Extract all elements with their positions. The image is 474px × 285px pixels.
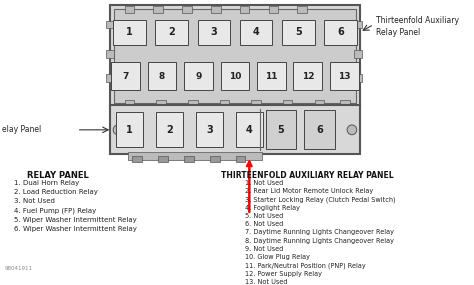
Text: 2: 2: [168, 27, 175, 37]
Bar: [156, 99, 166, 106]
Bar: [182, 6, 192, 13]
Bar: [116, 112, 143, 147]
Text: 2: 2: [166, 125, 173, 135]
Bar: [107, 21, 114, 28]
Text: 6. Not Used: 6. Not Used: [245, 221, 283, 227]
Bar: [188, 99, 198, 106]
Bar: [128, 152, 262, 160]
Text: 5. Wiper Washer Intermittent Relay: 5. Wiper Washer Intermittent Relay: [14, 217, 137, 223]
Text: 2. Load Reduction Relay: 2. Load Reduction Relay: [14, 189, 98, 195]
Text: 10: 10: [229, 72, 241, 81]
Text: 1: 1: [126, 27, 133, 37]
Bar: [330, 62, 359, 90]
Bar: [282, 20, 315, 45]
Bar: [154, 6, 163, 13]
Circle shape: [347, 125, 357, 135]
Text: THIRTEENFOLD AUXILIARY RELAY PANEL: THIRTEENFOLD AUXILIARY RELAY PANEL: [220, 171, 393, 180]
Bar: [111, 62, 140, 90]
Bar: [113, 20, 146, 45]
Bar: [219, 99, 229, 106]
Bar: [184, 156, 194, 162]
Bar: [198, 20, 230, 45]
Text: 10. Glow Plug Relay: 10. Glow Plug Relay: [245, 254, 310, 260]
Text: 8: 8: [159, 72, 165, 81]
Bar: [132, 156, 142, 162]
Bar: [110, 5, 360, 107]
Text: 98041911: 98041911: [5, 266, 33, 271]
Bar: [293, 62, 322, 90]
Text: 11. Park/Neutral Position (PNP) Relay: 11. Park/Neutral Position (PNP) Relay: [245, 262, 365, 269]
Text: 12. Power Supply Relay: 12. Power Supply Relay: [245, 271, 321, 277]
Bar: [210, 156, 219, 162]
Bar: [354, 21, 362, 28]
Bar: [304, 110, 335, 149]
Text: 9. Not Used: 9. Not Used: [245, 246, 283, 252]
Text: 5: 5: [295, 27, 301, 37]
Bar: [220, 62, 249, 90]
Text: 13: 13: [338, 72, 350, 81]
Circle shape: [113, 125, 123, 135]
Text: 5: 5: [278, 125, 284, 135]
Bar: [354, 74, 362, 82]
Bar: [110, 105, 360, 154]
Text: 13. Not Used: 13. Not Used: [245, 279, 287, 285]
Bar: [283, 99, 292, 106]
Bar: [148, 62, 176, 90]
Bar: [156, 112, 183, 147]
Bar: [340, 99, 350, 106]
Text: 3: 3: [210, 27, 217, 37]
Text: 11: 11: [265, 72, 278, 81]
Bar: [236, 112, 263, 147]
Bar: [196, 112, 223, 147]
Text: 1. Not Used: 1. Not Used: [245, 180, 283, 186]
Bar: [158, 156, 168, 162]
Bar: [240, 6, 249, 13]
Bar: [297, 6, 307, 13]
Text: 6: 6: [337, 27, 344, 37]
Bar: [251, 99, 261, 106]
Bar: [236, 156, 246, 162]
Text: 4: 4: [246, 125, 253, 135]
Text: 12: 12: [301, 72, 314, 81]
Text: RELAY PANEL: RELAY PANEL: [27, 171, 89, 180]
Bar: [265, 110, 296, 149]
Text: 6: 6: [316, 125, 323, 135]
Text: 4: 4: [253, 27, 259, 37]
Bar: [324, 20, 357, 45]
Bar: [211, 6, 220, 13]
Bar: [184, 62, 213, 90]
Text: 6. Wiper Washer Intermittent Relay: 6. Wiper Washer Intermittent Relay: [14, 226, 137, 232]
Bar: [155, 20, 188, 45]
Bar: [107, 50, 114, 58]
Text: 8. Daytime Running Lights Changeover Relay: 8. Daytime Running Lights Changeover Rel…: [245, 238, 393, 244]
Text: 4. Foglight Relay: 4. Foglight Relay: [245, 205, 300, 211]
Bar: [354, 50, 362, 58]
Text: 7: 7: [122, 72, 129, 81]
Bar: [257, 62, 286, 90]
Bar: [114, 9, 356, 103]
Text: 2. Rear Lid Motor Remote Unlock Relay: 2. Rear Lid Motor Remote Unlock Relay: [245, 188, 373, 194]
Bar: [240, 20, 273, 45]
Bar: [107, 74, 114, 82]
Text: 1. Dual Horn Relay: 1. Dual Horn Relay: [14, 180, 80, 186]
Text: 3: 3: [206, 125, 213, 135]
Text: elay Panel: elay Panel: [2, 125, 41, 134]
Text: 5. Not Used: 5. Not Used: [245, 213, 283, 219]
Bar: [125, 99, 134, 106]
Text: 3. Not Used: 3. Not Used: [14, 198, 55, 204]
Bar: [268, 6, 278, 13]
Text: 4. Fuel Pump (FP) Relay: 4. Fuel Pump (FP) Relay: [14, 207, 97, 214]
Text: 3. Starter Locking Relay (Clutch Pedal Switch): 3. Starter Locking Relay (Clutch Pedal S…: [245, 196, 395, 203]
Text: 9: 9: [195, 72, 202, 81]
Bar: [125, 6, 134, 13]
Text: 1: 1: [126, 125, 133, 135]
Bar: [315, 99, 324, 106]
Text: Thirteenfold Auxiliary
Relay Panel: Thirteenfold Auxiliary Relay Panel: [376, 16, 459, 37]
Text: 7. Daytime Running Lights Changeover Relay: 7. Daytime Running Lights Changeover Rel…: [245, 229, 393, 235]
